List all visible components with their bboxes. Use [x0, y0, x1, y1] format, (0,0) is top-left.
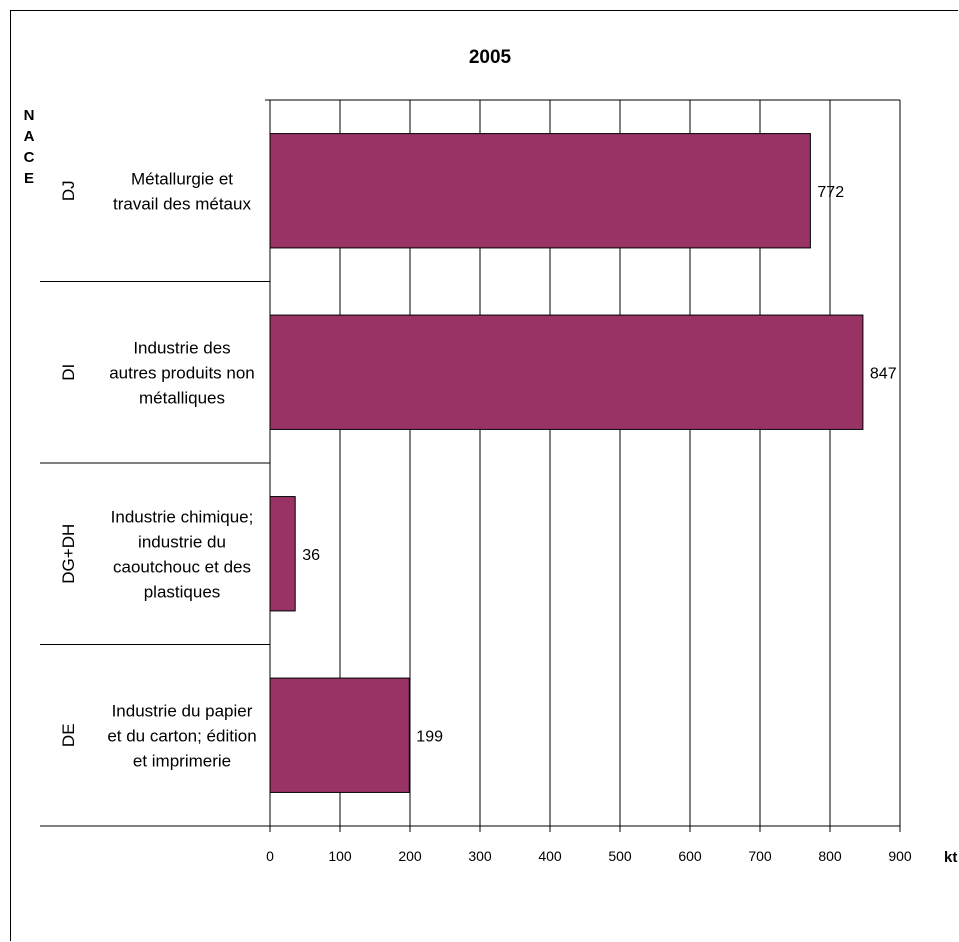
y-axis-label-letter: E — [24, 170, 34, 187]
x-tick-label: 600 — [678, 848, 702, 864]
y-axis-label-letter: C — [24, 149, 35, 166]
x-tick-labels: 0 100 200 300 400 500 600 700 800 900 — [266, 848, 912, 864]
x-tick-label: 500 — [608, 848, 632, 864]
data-label: 199 — [416, 728, 443, 745]
category-code: DJ — [59, 180, 78, 201]
bar — [269, 133, 811, 249]
category-name: Industrie chimique; industrie du caoutchou… — [111, 507, 254, 601]
chart-title: 2005 — [469, 47, 512, 68]
category-code: DG+DH — [59, 524, 78, 584]
data-label: 36 — [302, 547, 320, 564]
x-tick-label: 400 — [538, 848, 562, 864]
category-name: Métallurgie et travail des métaux — [113, 169, 251, 213]
data-label: 772 — [817, 184, 844, 201]
y-axis-label-letter: N — [24, 107, 35, 124]
y-axis-label-letter: A — [24, 128, 35, 145]
x-tick-label: 800 — [818, 848, 842, 864]
x-tick-label: 700 — [748, 848, 772, 864]
x-tick-label: 100 — [328, 848, 352, 864]
bar — [269, 496, 296, 612]
bars: 772 847 36 199 — [269, 133, 897, 793]
category-code: DE — [59, 723, 78, 747]
bar — [269, 677, 410, 793]
x-axis-label: kt — [944, 849, 957, 866]
data-label: 847 — [870, 365, 897, 382]
axes — [40, 99, 901, 832]
x-tick-label: 0 — [266, 848, 274, 864]
bar — [269, 314, 864, 430]
x-tick-label: 300 — [468, 848, 492, 864]
grid-lines — [270, 99, 901, 826]
category-labels: Métallurgie et travail des métaux DJ Indust… — [59, 169, 257, 770]
chart-frame — [10, 10, 958, 941]
category-code: DI — [59, 364, 78, 381]
x-tick-label: 900 — [888, 848, 912, 864]
category-name: Industrie des autres produits non métalliq… — [109, 338, 255, 407]
category-name: Industrie du papier et du carton; édition… — [107, 701, 256, 770]
x-tick-label: 200 — [398, 848, 422, 864]
